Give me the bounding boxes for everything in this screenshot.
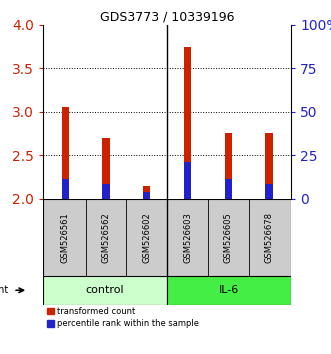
Text: GSM526603: GSM526603 (183, 212, 192, 263)
Legend: transformed count, percentile rank within the sample: transformed count, percentile rank withi… (47, 307, 199, 328)
Bar (143, 193, 151, 199)
Text: GSM526562: GSM526562 (102, 212, 111, 263)
Text: IL-6: IL-6 (219, 285, 239, 295)
Bar (224, 133, 232, 199)
Bar (184, 162, 191, 199)
Text: GSM526678: GSM526678 (264, 212, 273, 263)
FancyBboxPatch shape (43, 276, 167, 305)
Bar (62, 179, 69, 199)
Bar (103, 138, 110, 199)
Bar (143, 185, 151, 199)
Text: GSM526561: GSM526561 (61, 212, 70, 263)
Text: GSM526602: GSM526602 (142, 212, 151, 263)
Bar (62, 107, 69, 199)
Bar (265, 133, 272, 199)
Text: control: control (86, 285, 124, 295)
Bar (265, 184, 272, 199)
FancyBboxPatch shape (167, 276, 291, 305)
Bar (184, 46, 191, 199)
Bar (224, 179, 232, 199)
Text: GSM526605: GSM526605 (224, 212, 233, 263)
Bar (103, 184, 110, 199)
Text: agent: agent (0, 285, 8, 295)
Title: GDS3773 / 10339196: GDS3773 / 10339196 (100, 11, 234, 24)
FancyBboxPatch shape (43, 199, 291, 276)
